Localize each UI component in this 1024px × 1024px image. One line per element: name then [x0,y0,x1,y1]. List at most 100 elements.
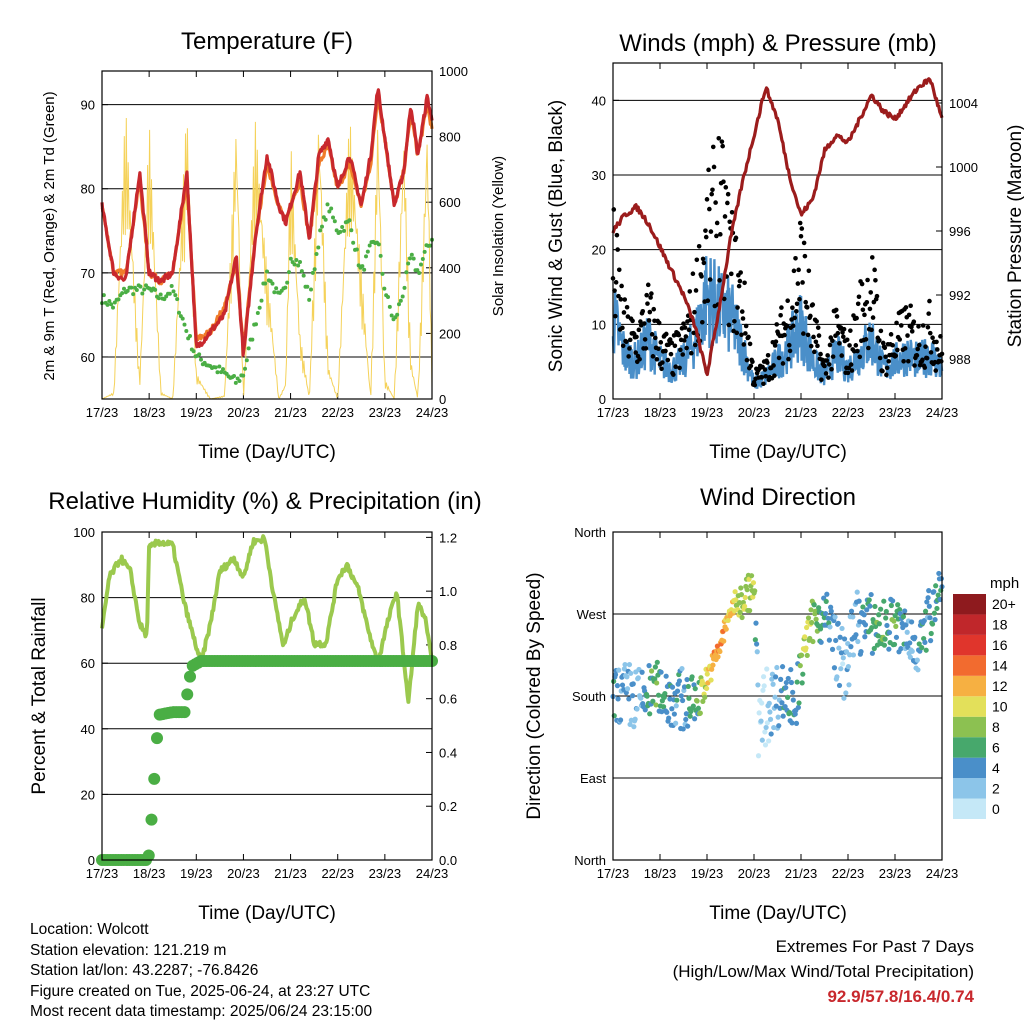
gust-point-396 [920,323,926,328]
direction-point-259 [774,664,780,671]
rh-xtick-label-3: 20/23 [227,866,260,881]
direction-point-200 [736,600,743,606]
direction-point-415 [872,623,879,630]
gust-point-344 [880,368,885,374]
winds-xtick-label-4: 21/23 [785,405,818,420]
dir-xtick-label-7: 24/23 [926,866,959,881]
direction-point-285 [790,697,796,703]
direction-point-320 [812,608,819,614]
direction-point-57 [646,663,652,669]
dewpoint-point-170 [411,256,416,261]
dewpoint-point-109 [299,269,304,274]
extremes-box: Extremes For Past 7 Days (High/Low/Max W… [673,934,974,1009]
gust-point-123 [707,206,712,212]
gust-point-355 [888,332,894,337]
winds-xlabel: Time (Day/UTC) [709,442,847,463]
gust-point-176 [748,363,754,369]
direction-point-356 [835,620,841,626]
gust-point-158 [734,330,740,336]
direction-point-111 [680,726,686,732]
gust-point-252 [808,313,813,319]
precip-point-20 [151,732,163,745]
direction-point-406 [867,603,873,609]
dewpoint-point-101 [285,280,290,285]
direction-point-175 [721,638,727,644]
dir-ytick-label-1: East [580,771,606,786]
gust-point-119 [703,234,709,240]
gust-point-116 [701,260,707,266]
gust-point-245 [802,253,808,259]
colorbar-label-1: 2 [992,780,1000,796]
direction-point-110 [679,697,686,704]
direction-point-279 [786,710,793,716]
direction-point-277 [785,675,791,682]
gust-point-230 [790,323,796,329]
gust-point-395 [920,357,925,363]
direction-point-105 [676,678,683,684]
direction-point-274 [783,679,789,686]
winds-y2tick-label-2: 996 [949,224,971,239]
gust-point-59 [656,320,662,326]
direction-point-247 [766,700,772,706]
direction-point-25 [626,696,632,702]
dir-ytick-label-2: South [572,689,606,704]
gust-point-68 [663,331,669,337]
dir-frame [612,531,943,861]
direction-point-130 [692,686,698,692]
dewpoint-point-108 [298,260,302,265]
dewpoint-point-165 [402,285,407,290]
humidity-plot-area: 17/23 18/23 19/23 20/23 21/23 22/23 23/23 24/23… [73,525,457,881]
dewpoint-point-120 [320,224,324,229]
gust-point-125 [708,229,714,234]
dewpoint-point-151 [376,242,381,247]
direction-point-82 [662,690,668,697]
direction-point-66 [652,676,658,682]
colorbar-swatch-0 [953,798,986,819]
direction-point-325 [816,605,822,611]
direction-point-239 [761,683,767,689]
gust-point-118 [703,228,708,233]
dewpoint-point-162 [397,302,401,307]
gust-point-122 [706,167,711,173]
direction-point-345 [828,608,834,614]
direction-point-70 [654,659,660,665]
gust-point-169 [743,331,748,336]
direction-point-354 [834,674,840,680]
dewpoint-point-175 [420,256,425,261]
figure-created: Figure created on Tue, 2025-06-24, at 23… [30,982,371,1000]
direction-point-366 [841,636,848,642]
temp-xtick-label-2: 19/23 [180,405,213,420]
gust-point-98 [687,289,693,294]
gust-point-100 [689,350,694,356]
gust-point-104 [692,309,697,315]
direction-point-446 [892,613,898,619]
gust-point-212 [776,355,782,361]
dewpoint-point-113 [307,297,312,302]
gust-point-402 [925,324,931,330]
gust-point-84 [676,332,682,338]
gust-point-50 [649,332,655,337]
dewpoint-point-174 [419,262,423,267]
direction-point-288 [792,711,798,717]
temp-xtick-label-3: 20/23 [227,405,260,420]
gust-point-93 [683,334,689,339]
gust-point-303 [848,328,853,333]
gust-point-149 [727,219,733,225]
direction-point-300 [800,671,806,677]
gust-point-143 [722,214,728,219]
gust-point-33 [636,327,642,333]
direction-point-379 [850,614,856,620]
dewpoint-point-100 [283,285,288,290]
dewpoint-point-72 [232,374,236,379]
gust-point-41 [642,337,648,342]
direction-point-254 [771,724,777,731]
dewpoint-point-167 [406,261,411,266]
direction-point-40 [635,675,641,681]
gust-point-399 [923,344,928,349]
colorbar-label-9: 18 [992,617,1008,633]
dewpoint-point-136 [349,228,354,233]
direction-point-433 [884,622,890,629]
gust-point-94 [684,345,689,351]
gust-point-246 [803,299,808,305]
gust-point-260 [814,319,819,324]
